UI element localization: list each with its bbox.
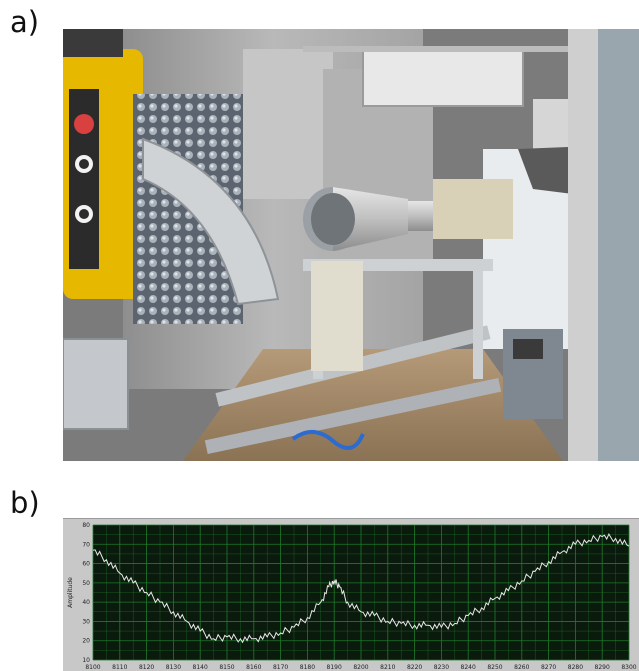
y-tick-label: 40: [82, 599, 90, 606]
x-tick-label: 8290: [595, 664, 610, 671]
apparatus-photo: [63, 29, 639, 461]
gridlines: [92, 524, 630, 661]
x-tick-label: 8240: [461, 664, 476, 671]
x-tick-label: 8170: [273, 664, 288, 671]
x-tick-label: 8230: [434, 664, 449, 671]
y-tick-label: 80: [82, 522, 90, 529]
x-tick-label: 8190: [327, 664, 342, 671]
x-tick-label: 8140: [193, 664, 208, 671]
y-tick-label: 60: [82, 561, 90, 568]
y-axis-label: Amplitude: [67, 577, 74, 608]
x-tick-label: 8110: [112, 664, 127, 671]
x-tick-labels: 8100 8110 8120 8130 8140 8150 8160 8170 8180 8190…: [85, 664, 636, 671]
x-tick-label: 8100: [85, 664, 100, 671]
x-tick-label: 8220: [407, 664, 422, 671]
y-tick-label: 20: [82, 638, 90, 645]
chart-canvas: 8100 8110 8120 8130 8140 8150 8160 8170 8180 8190…: [67, 522, 637, 671]
x-tick-label: 8300: [621, 664, 636, 671]
y-tick-label: 30: [82, 618, 90, 625]
panel-b-label: b): [10, 486, 40, 520]
x-tick-label: 8210: [380, 664, 395, 671]
y-tick-labels: 10 20 30 40 50 60 70 80: [82, 522, 90, 664]
x-tick-label: 8180: [300, 664, 315, 671]
x-tick-label: 8130: [166, 664, 181, 671]
x-tick-label: 8150: [219, 664, 234, 671]
x-tick-label: 8250: [487, 664, 502, 671]
spectrum-chart: 8100 8110 8120 8130 8140 8150 8160 8170 8180 8190…: [63, 518, 639, 671]
x-tick-label: 8280: [568, 664, 583, 671]
series-line: [92, 533, 630, 644]
panel-a-label: a): [10, 5, 40, 39]
y-tick-label: 70: [82, 541, 90, 548]
x-tick-label: 8260: [514, 664, 529, 671]
x-tick-label: 8200: [353, 664, 368, 671]
y-tick-label: 10: [82, 657, 90, 664]
x-tick-label: 8120: [139, 664, 154, 671]
x-tick-label: 8160: [246, 664, 261, 671]
x-tick-label: 8270: [541, 664, 556, 671]
y-tick-label: 50: [82, 580, 90, 587]
